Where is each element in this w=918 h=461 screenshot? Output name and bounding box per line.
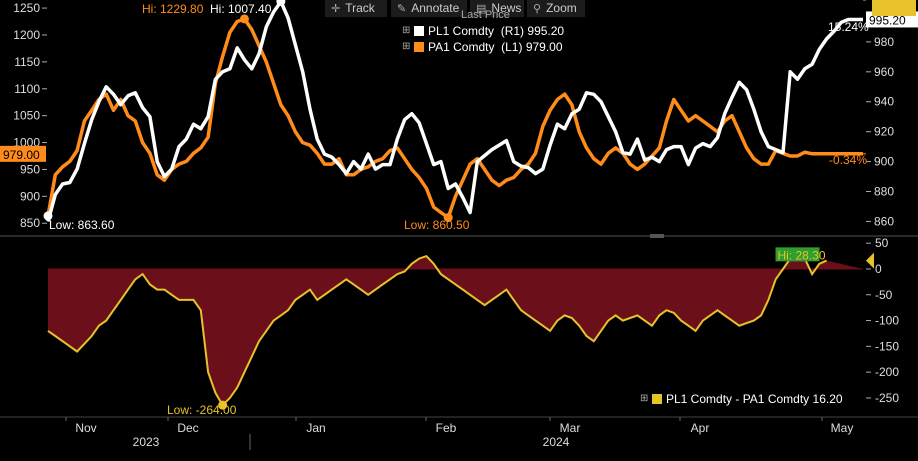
pa1-series-line (46, 17, 863, 220)
right-axis-tick-label: 960 (874, 65, 894, 79)
x-axis-month-label: Jan (306, 421, 325, 435)
left-axis-tick-label: 1200 (13, 28, 40, 42)
x-axis-year-label: 2023 (133, 435, 160, 449)
x-axis-month-label: Apr (691, 421, 710, 435)
x-axis-month-label: Dec (177, 421, 198, 435)
x-axis-year-label: 2024 (543, 435, 570, 449)
spread-axis-tick-label: 0 (875, 262, 882, 276)
crosshair-icon: ✛ (331, 3, 341, 15)
spread-hi-tag (775, 247, 820, 262)
annotate-button[interactable]: ✎ Annotate (391, 0, 467, 17)
pa1-hi-label: Hi: 1229.80 (142, 2, 204, 16)
panel-resize-handle (650, 234, 664, 238)
last-price-label: Last Price (461, 9, 510, 21)
left-axis-tick-label: 1050 (13, 109, 40, 123)
legend-swatch-spread (652, 394, 662, 404)
expand-icon[interactable]: ⊞ (402, 41, 411, 52)
pl1-series-line (46, 0, 863, 222)
news-icon: ▤ (476, 3, 487, 15)
spread-axis-tick-label: -250 (875, 391, 899, 405)
spread-axis-tick-label: -150 (875, 339, 899, 353)
spread-axis-tick-label: -100 (875, 314, 899, 328)
spread-hi-label: Hi: 28.30 (778, 248, 826, 262)
right-axis-tick-label: 900 (874, 155, 894, 169)
x-axis-month-label: Feb (436, 421, 457, 435)
pl1-last-badge: 995.20 (869, 13, 906, 27)
spread-axis-tick-label: 50 (875, 236, 889, 250)
spread-axis-tick-label: -200 (875, 365, 899, 379)
pencil-icon: ✎ (397, 3, 407, 15)
pl1-change-label: 15.24% (828, 20, 869, 34)
news-button[interactable]: ▤ News (470, 0, 524, 17)
legend-item-pa1[interactable]: ⊞ PA1 Comdty (L1) 979.00 (402, 40, 563, 54)
pa1-hi-marker (239, 14, 249, 24)
right-axis-tick-label: 920 (874, 125, 894, 139)
legend-item-spread[interactable]: ⊞ PL1 Comdty - PA1 Comdty 16.20 (640, 392, 843, 406)
pa1-low-marker (443, 213, 453, 223)
pa1-last-badge-box (0, 145, 46, 162)
x-axis-month-label: Nov (75, 421, 96, 435)
left-axis-tick-label: 850 (20, 216, 40, 230)
spread-badge-arrow (866, 252, 874, 269)
x-axis-month-label: Mar (560, 421, 581, 435)
pl1-hi-marker (276, 0, 286, 6)
low-marker-start (43, 211, 53, 221)
pa1-change-label: -0.34% (829, 153, 867, 167)
x-axis-month-label: May (831, 421, 854, 435)
right-axis-tick-label: 940 (874, 95, 894, 109)
zoom-button[interactable]: ⚲ Zoom (527, 0, 585, 17)
bottom-legend: ⊞ PL1 Comdty - PA1 Comdty 16.20 (636, 389, 847, 409)
pa1-low-label: Low: 860.50 (404, 218, 470, 232)
right-axis-tick-label: 880 (874, 185, 894, 199)
pa1-last-badge: 979.00 (3, 148, 40, 162)
legend-item-pl1[interactable]: ⊞ PL1 Comdty (R1) 995.20 (402, 24, 565, 38)
left-axis-tick-label: 1250 (13, 1, 40, 15)
spread-line (47, 253, 828, 407)
track-button[interactable]: ✛ Track (325, 0, 387, 17)
spread-low-label: Low: -264.00 (167, 403, 237, 417)
spread-last-badge: 16.20 (875, 0, 905, 3)
right-axis-tick-label: 860 (874, 214, 894, 228)
spread-area (48, 254, 863, 406)
left-axis-tick-label: 950 (20, 162, 40, 176)
expand-icon[interactable]: ⊞ (402, 25, 411, 36)
magnifier-icon: ⚲ (533, 3, 542, 15)
low-label-start: Low: 863.60 (49, 218, 115, 232)
spread-last-badge-box (872, 0, 916, 16)
top-legend: ⊞ PL1 Comdty (R1) 995.20 ⊞ PA1 Comdty (L… (398, 22, 569, 56)
spread-axis-tick-label: -50 (875, 288, 893, 302)
legend-swatch-pa1 (414, 42, 424, 52)
legend-swatch-pl1 (414, 26, 424, 36)
pl1-hi-label: Hi: 1007.40 (210, 2, 272, 16)
spread-low-marker (218, 400, 228, 410)
right-axis-tick-label: 980 (874, 35, 894, 49)
left-axis-tick-label: 1150 (14, 55, 40, 69)
left-axis-tick-label: 900 (20, 189, 40, 203)
left-axis-tick-label: 1100 (14, 82, 40, 96)
expand-icon[interactable]: ⊞ (640, 393, 649, 404)
